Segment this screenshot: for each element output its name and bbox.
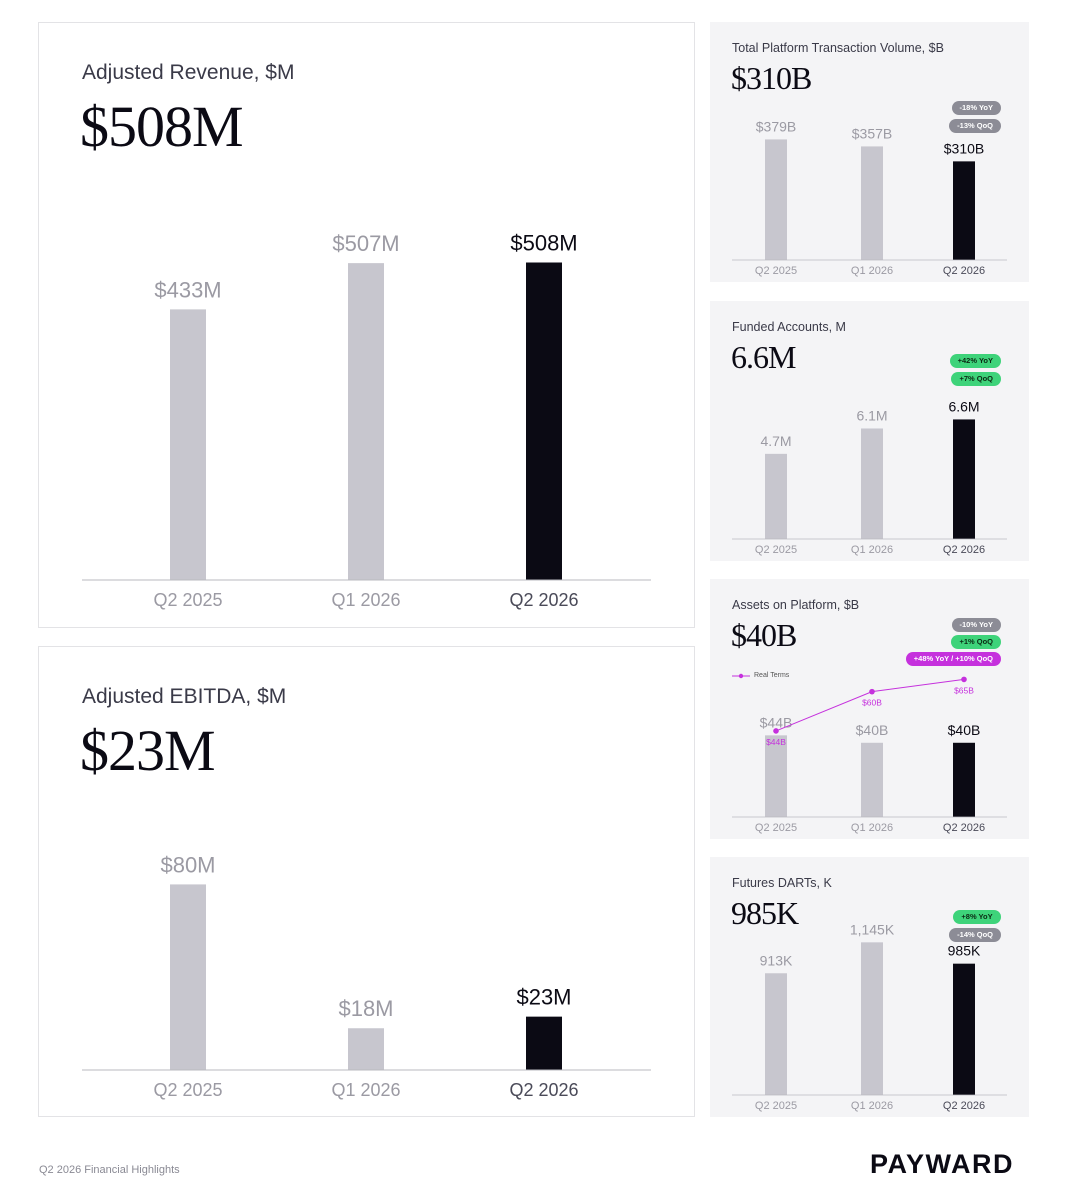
revenue-title: Adjusted Revenue, $M <box>82 61 295 84</box>
revenue-value-label-0: $433M <box>154 277 221 302</box>
darts-title: Futures DARTs, K <box>732 876 832 890</box>
accounts-tick-label-2: Q2 2026 <box>943 544 985 556</box>
ebitda-bar-2 <box>526 1016 562 1070</box>
assets-badge-2: +48% YoY / +10% QoQ <box>905 652 1001 666</box>
volume-value-label-2: $310B <box>944 140 984 156</box>
volume-tick-label-2: Q2 2026 <box>943 265 985 277</box>
ebitda-value-label-0: $80M <box>160 852 215 877</box>
assets-bar-2 <box>953 742 975 817</box>
revenue-value: $508M <box>80 94 244 159</box>
accounts-chart: Q2 2025 Q1 2026 Q2 2026 4.7M 6.1M 6.6M <box>732 398 1007 556</box>
accounts-value: 6.6M <box>731 339 796 375</box>
assets-bar-1 <box>861 742 883 817</box>
assets-real-terms-label-1: $60B <box>862 698 882 708</box>
ebitda-bar-1 <box>348 1028 384 1070</box>
revenue-tick-label-2: Q2 2026 <box>509 590 578 610</box>
assets-badges: -10% YoY +1% QoQ +48% YoY / +10% QoQ <box>905 618 1001 666</box>
darts-tick-label-0: Q2 2025 <box>755 1100 797 1112</box>
accounts-badge-1: +7% QoQ <box>951 372 1001 386</box>
volume-chart: Q2 2025 Q1 2026 Q2 2026 $379B $357B $310B <box>732 118 1007 277</box>
volume-badges: -18% YoY -13% QoQ <box>949 101 1001 133</box>
real-terms-legend-label: Real Terms <box>754 672 790 679</box>
revenue-bar-2 <box>526 262 562 580</box>
revenue-value-label-1: $507M <box>332 231 399 256</box>
ebitda-chart: Q2 2025 Q1 2026 Q2 2026 $80M $18M $23M <box>82 852 651 1100</box>
assets-real-terms-label-2: $65B <box>954 685 974 695</box>
ebitda-value-label-1: $18M <box>338 996 393 1021</box>
assets-value: $40B <box>731 617 797 653</box>
ebitda-bar-0 <box>170 884 206 1070</box>
volume-bar-1 <box>861 146 883 260</box>
volume-bar-0 <box>765 139 787 260</box>
revenue-value-label-2: $508M <box>510 231 577 256</box>
accounts-tick-label-0: Q2 2025 <box>755 544 797 556</box>
revenue-bar-1 <box>348 263 384 580</box>
accounts-bar-1 <box>861 428 883 539</box>
accounts-badges: +42% YoY +7% QoQ <box>949 354 1001 386</box>
darts-value-label-1: 1,145K <box>850 921 895 937</box>
payward-logo: PAYWARD <box>870 1149 1015 1179</box>
darts-value: 985K <box>731 895 799 931</box>
assets-chart: Q2 2025 Q1 2026 Q2 2026 $44B $40B $40B $44B $60… <box>732 676 1007 834</box>
darts-value-label-0: 913K <box>760 952 793 968</box>
accounts-value-label-2: 6.6M <box>948 398 979 414</box>
volume-tick-label-0: Q2 2025 <box>755 265 797 277</box>
assets-tick-label-0: Q2 2025 <box>755 822 797 834</box>
assets-badge-0: -10% YoY <box>951 618 1001 632</box>
darts-chart: Q2 2025 Q1 2026 Q2 2026 913K 1,145K 985K <box>732 921 1007 1112</box>
darts-tick-label-1: Q1 2026 <box>851 1100 893 1112</box>
darts-bar-2 <box>953 963 975 1095</box>
darts-bar-1 <box>861 942 883 1095</box>
darts-badge-1: -14% QoQ <box>949 928 1001 942</box>
assets-legend: Real Terms <box>732 672 789 679</box>
accounts-bar-2 <box>953 419 975 539</box>
ebitda-tick-label-1: Q1 2026 <box>331 1080 400 1100</box>
volume-value: $310B <box>731 60 812 96</box>
darts-value-label-2: 985K <box>948 943 981 959</box>
revenue-tick-label-1: Q1 2026 <box>331 590 400 610</box>
assets-tick-label-1: Q1 2026 <box>851 822 893 834</box>
volume-value-label-1: $357B <box>852 125 892 141</box>
accounts-bar-0 <box>765 453 787 539</box>
volume-bar-2 <box>953 161 975 260</box>
darts-tick-label-2: Q2 2026 <box>943 1100 985 1112</box>
real-terms-legend-icon <box>732 673 750 678</box>
assets-title: Assets on Platform, $B <box>732 598 860 612</box>
darts-badges: +8% YoY -14% QoQ <box>949 910 1001 942</box>
assets-bar-0 <box>765 735 787 817</box>
ebitda-tick-label-2: Q2 2026 <box>509 1080 578 1100</box>
darts-badge-0: +8% YoY <box>953 910 1001 924</box>
volume-tick-label-1: Q1 2026 <box>851 265 893 277</box>
volume-value-label-0: $379B <box>756 118 796 134</box>
assets-tick-label-2: Q2 2026 <box>943 822 985 834</box>
accounts-tick-label-1: Q1 2026 <box>851 544 893 556</box>
assets-value-label-0: $44B <box>760 714 793 730</box>
footer-caption: Q2 2026 Financial Highlights <box>39 1164 180 1176</box>
assets-real-terms-point-1 <box>869 688 875 695</box>
accounts-badge-0: +42% YoY <box>949 354 1001 368</box>
assets-value-label-2: $40B <box>948 722 981 738</box>
revenue-bar-0 <box>170 309 206 580</box>
revenue-tick-label-0: Q2 2025 <box>153 590 222 610</box>
assets-real-terms-label-0: $44B <box>766 737 786 747</box>
darts-bar-0 <box>765 973 787 1095</box>
ebitda-value-label-2: $23M <box>516 985 571 1010</box>
assets-badge-1: +1% QoQ <box>951 635 1001 649</box>
volume-badge-1: -13% QoQ <box>949 119 1001 133</box>
revenue-chart: Q2 2025 Q1 2026 Q2 2026 $433M $507M $508M <box>82 231 651 610</box>
volume-badge-0: -18% YoY <box>951 101 1001 115</box>
assets-real-terms-point-0 <box>773 728 779 734</box>
volume-title: Total Platform Transaction Volume, $B <box>732 41 944 55</box>
ebitda-value: $23M <box>80 718 216 783</box>
assets-value-label-1: $40B <box>856 722 889 738</box>
accounts-value-label-1: 6.1M <box>856 407 887 423</box>
ebitda-tick-label-0: Q2 2025 <box>153 1080 222 1100</box>
ebitda-title: Adjusted EBITDA, $M <box>82 685 287 708</box>
assets-real-terms-point-2 <box>961 676 967 683</box>
accounts-title: Funded Accounts, M <box>732 320 846 334</box>
accounts-value-label-0: 4.7M <box>760 433 791 449</box>
